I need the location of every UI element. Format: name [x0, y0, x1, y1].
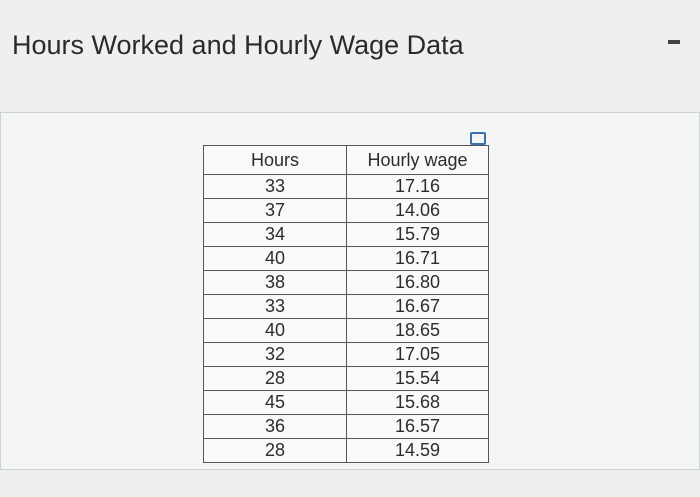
table-row: 33 17.16	[203, 174, 489, 199]
page-title: Hours Worked and Hourly Wage Data	[12, 30, 464, 60]
table-row: 28 15.54	[203, 366, 489, 391]
table-row: 32 17.05	[203, 342, 489, 367]
table-cell: 45	[203, 390, 347, 415]
column-header: Hourly wage	[346, 145, 489, 175]
table-cell: 38	[203, 270, 347, 295]
table-cell: 16.71	[346, 246, 489, 271]
table-row: 45 15.68	[203, 390, 489, 415]
table-row: 28 14.59	[203, 438, 489, 463]
table-row: 33 16.67	[203, 294, 489, 319]
table-cell: 33	[203, 174, 347, 199]
table-row: 38 16.80	[203, 270, 489, 295]
table-cell: 40	[203, 246, 347, 271]
table-cell: 28	[203, 438, 347, 463]
table-row: 34 15.79	[203, 222, 489, 247]
table-cell: 15.68	[346, 390, 489, 415]
table-cell: 16.80	[346, 270, 489, 295]
table-cell: 16.57	[346, 414, 489, 439]
table-cell: 17.05	[346, 342, 489, 367]
table-cell: 16.67	[346, 294, 489, 319]
table-cell: 17.16	[346, 174, 489, 199]
table-cell: 15.79	[346, 222, 489, 247]
header-row: Hours Hourly wage	[203, 145, 489, 175]
column-header: Hours	[203, 145, 347, 175]
data-table: Hours Hourly wage 33 17.16 37 14.06 34 15.79 40…	[203, 145, 489, 463]
table-row: 40 18.65	[203, 318, 489, 343]
table-cell: 37	[203, 198, 347, 223]
table-cell: 28	[203, 366, 347, 391]
table-row: 40 16.71	[203, 246, 489, 271]
table-row: 36 16.57	[203, 414, 489, 439]
table-cell: 36	[203, 414, 347, 439]
table-cell: 33	[203, 294, 347, 319]
table-row: 37 14.06	[203, 198, 489, 223]
minimize-button[interactable]	[668, 40, 680, 44]
table-cell: 34	[203, 222, 347, 247]
table-cell: 32	[203, 342, 347, 367]
table-body: 33 17.16 37 14.06 34 15.79 40 16.71 38 16.80 33 16.…	[203, 174, 489, 463]
table-cell: 15.54	[346, 366, 489, 391]
table-cell: 18.65	[346, 318, 489, 343]
table-cell: 40	[203, 318, 347, 343]
copy-icon[interactable]	[470, 132, 486, 145]
table-cell: 14.06	[346, 198, 489, 223]
table-cell: 14.59	[346, 438, 489, 463]
